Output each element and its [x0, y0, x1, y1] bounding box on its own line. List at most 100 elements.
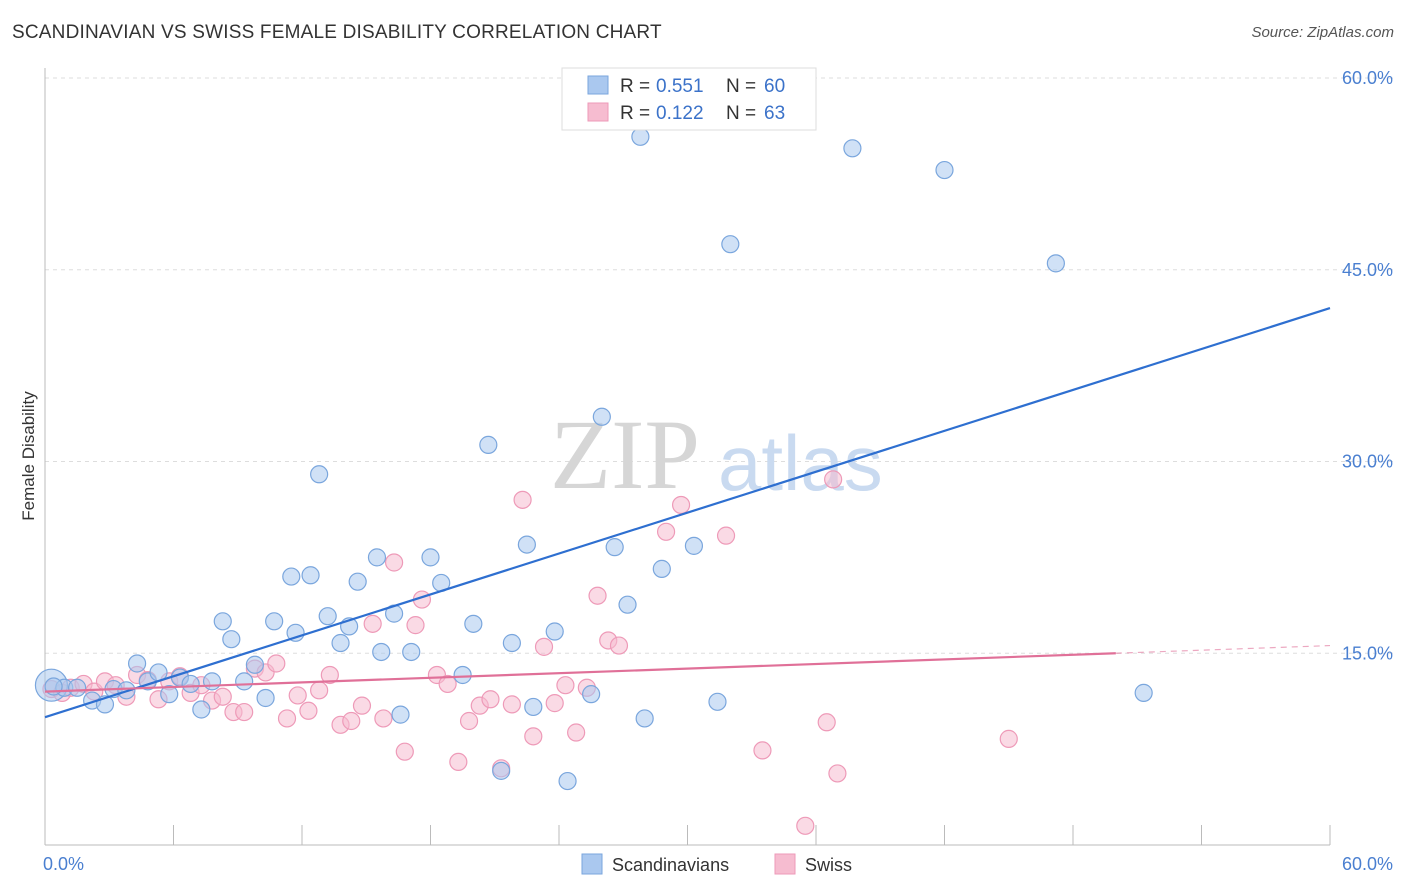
swiss-trend-extension	[1115, 644, 1331, 654]
scandinavian-points	[34, 127, 1153, 791]
legend-n-value-1: 60	[764, 76, 785, 97]
scandinavian-point-50	[635, 709, 654, 728]
scandinavian-point-42	[524, 697, 543, 717]
swiss-points	[42, 470, 1018, 835]
x-tick-labels: 0.0% 60.0%	[43, 854, 1393, 874]
swiss-point-24	[299, 701, 318, 720]
swiss-point-28	[342, 711, 361, 731]
swiss-point-41	[481, 690, 500, 709]
swiss-point-62	[999, 729, 1018, 748]
watermark-atlas: atlas	[718, 419, 883, 507]
swiss-trend-line	[44, 652, 1116, 693]
scandinavian-point-13	[192, 700, 211, 719]
scandinavian-point-43	[545, 622, 564, 641]
scandinavian-point-25	[318, 607, 337, 626]
scandinavian-point-23	[301, 566, 320, 585]
swiss-point-58	[796, 816, 815, 835]
swiss-point-55	[671, 495, 691, 515]
scandinavian-point-58	[1134, 683, 1153, 702]
legend-r-label-1: R =	[620, 76, 650, 97]
swiss-point-61	[828, 764, 847, 783]
axes	[44, 68, 1331, 846]
swiss-point-45	[524, 727, 543, 746]
scandinavian-point-15	[213, 612, 232, 631]
y-axis-label: Female Disability	[19, 391, 38, 521]
scandinavian-point-2	[68, 678, 87, 697]
legend-r-value-2: 0.122	[656, 103, 704, 124]
swiss-point-21	[267, 654, 286, 673]
bottom-legend-scandinavians: Scandinavians	[612, 855, 729, 875]
swiss-point-53	[609, 636, 629, 655]
scandinavian-point-48	[618, 595, 637, 614]
scandinavian-point-44	[558, 771, 577, 791]
scandinavian-point-52	[684, 536, 704, 555]
scandinavian-point-46	[592, 407, 611, 426]
swiss-point-34	[406, 616, 425, 635]
swiss-point-57	[753, 741, 772, 760]
source-credit: Source: ZipAtlas.com	[1251, 24, 1394, 41]
scandinavian-point-29	[367, 548, 387, 567]
y-tick-label-2: 45.0%	[1342, 260, 1393, 280]
scandinavian-point-41	[517, 535, 536, 554]
swiss-point-26	[320, 665, 339, 685]
scandinavian-point-17	[235, 672, 254, 691]
chart-title: SCANDINAVIAN VS SWISS FEMALE DISABILITY …	[12, 22, 662, 43]
legend-n-label-2: N =	[726, 103, 756, 124]
scandinavian-point-49	[631, 127, 650, 146]
scandinavian-point-55	[843, 139, 862, 158]
scandinavian-point-16	[222, 630, 241, 649]
scandinavian-point-47	[605, 538, 624, 557]
swiss-point-18	[235, 702, 254, 722]
swiss-point-38	[449, 752, 468, 772]
bottom-legend-swatch-scandinavians	[581, 853, 603, 875]
swiss-point-46	[534, 637, 554, 656]
scandinavian-point-26	[331, 633, 350, 653]
grid-lines	[45, 77, 1395, 654]
swiss-point-31	[374, 709, 393, 728]
swiss-point-16	[213, 687, 232, 706]
scandinavian-point-18	[245, 655, 264, 674]
swiss-point-60	[824, 470, 843, 489]
swiss-point-32	[384, 553, 404, 572]
x-tick-label-1: 60.0%	[1342, 854, 1393, 874]
swiss-point-54	[656, 522, 676, 541]
swiss-point-49	[567, 723, 586, 742]
swiss-point-44	[513, 490, 532, 509]
swiss-point-43	[502, 695, 521, 714]
legend-n-value-2: 63	[764, 103, 785, 124]
swiss-point-29	[352, 696, 372, 715]
scandinavian-point-40	[502, 633, 521, 653]
scandinavian-point-10	[160, 685, 179, 704]
legend-r-label-2: R =	[620, 103, 650, 124]
bottom-legend: Scandinavians Swiss	[581, 853, 852, 875]
y-tick-label-1: 30.0%	[1342, 452, 1393, 472]
watermark: ZIP atlas	[550, 399, 883, 510]
swiss-point-56	[716, 526, 736, 545]
scandinavian-point-57	[1046, 254, 1065, 273]
swiss-point-37	[438, 674, 457, 694]
legend-r-value-1: 0.551	[656, 76, 704, 97]
scandinavian-point-12	[181, 674, 200, 694]
scandinavian-point-28	[348, 572, 367, 591]
swiss-point-48	[556, 676, 575, 695]
legend-swatch-pink	[587, 102, 609, 122]
scandinavian-point-39	[492, 761, 511, 780]
scandinavian-point-21	[282, 567, 301, 586]
swiss-point-23	[288, 686, 307, 705]
scandinavian-point-7	[127, 654, 147, 673]
scandinavian-point-30	[372, 642, 391, 662]
scandinavian-point-34	[421, 548, 440, 567]
scandinavian-point-38	[479, 435, 498, 454]
scandinavian-point-51	[652, 559, 671, 578]
scandinavian-point-20	[265, 612, 284, 631]
swiss-point-25	[310, 681, 329, 700]
scandinavian-point-37	[464, 614, 483, 633]
legend-n-label-1: N =	[726, 76, 756, 97]
swiss-point-33	[395, 742, 414, 761]
scandinavian-point-56	[935, 160, 954, 180]
scandinavian-point-19	[256, 688, 275, 708]
watermark-zip: ZIP	[550, 399, 700, 510]
legend: R = 0.551 N = 60 R = 0.122 N = 63	[561, 67, 817, 131]
swiss-point-30	[363, 614, 382, 633]
scandinavian-point-36	[453, 665, 472, 685]
